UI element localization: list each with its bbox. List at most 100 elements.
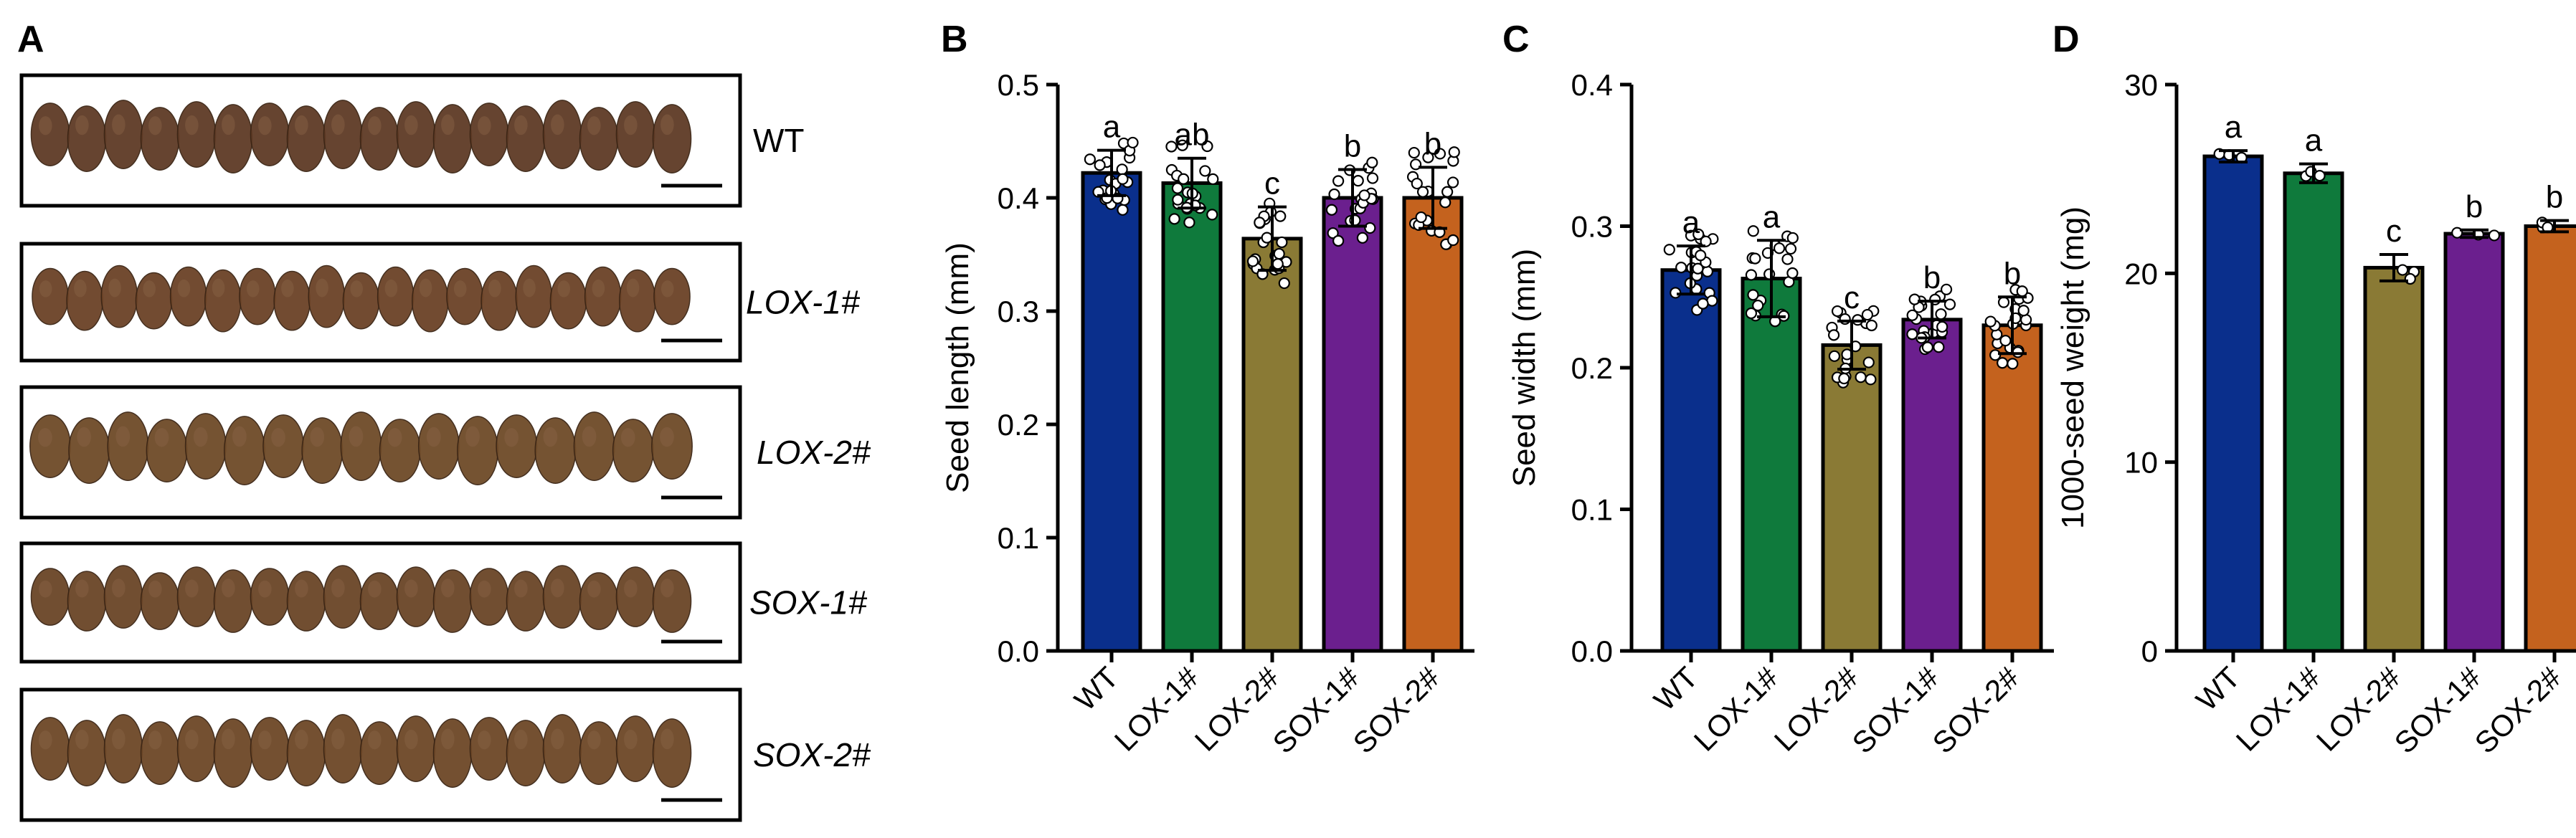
data-point	[1940, 283, 1953, 295]
data-point	[1325, 204, 1338, 216]
data-point	[1084, 153, 1096, 166]
seed-highlight	[38, 428, 52, 447]
seed	[30, 103, 70, 166]
significance-letter: c	[1264, 166, 1280, 201]
seed	[432, 104, 473, 173]
bar-LOX-1#	[1741, 277, 1802, 653]
seed-highlight	[281, 279, 294, 297]
seed	[342, 272, 380, 330]
seed-highlight	[404, 115, 418, 135]
seed	[103, 565, 143, 629]
data-point	[2404, 272, 2416, 285]
data-point	[1784, 242, 1797, 255]
seed	[140, 107, 180, 171]
bar-SOX-2#	[1981, 323, 2043, 653]
data-point	[1246, 255, 1259, 267]
data-point	[1207, 173, 1219, 186]
seed	[68, 417, 110, 484]
seed	[396, 715, 436, 782]
seed-highlight	[185, 729, 199, 750]
data-point	[1261, 232, 1273, 244]
seed-highlight	[404, 729, 418, 750]
data-point	[1908, 293, 1921, 305]
data-point	[1828, 350, 1841, 362]
data-point	[1441, 186, 1454, 198]
significance-letter: a	[1682, 205, 1700, 240]
seed-highlight	[660, 427, 674, 447]
seed-highlight	[368, 116, 382, 135]
seed	[457, 416, 498, 485]
seed	[250, 717, 290, 781]
seed-highlight	[148, 116, 162, 135]
seed-highlight	[478, 580, 491, 598]
data-point	[2007, 358, 2019, 370]
x-tick-label: LOX-1#	[2230, 660, 2327, 758]
seed-highlight	[75, 579, 89, 598]
data-point	[1695, 249, 1707, 262]
data-point	[1206, 209, 1218, 221]
seed-highlight	[232, 426, 247, 447]
data-point	[1921, 341, 1933, 353]
data-point	[1328, 188, 1340, 201]
data-point	[1839, 313, 1851, 325]
seed	[432, 569, 473, 633]
seed	[107, 411, 149, 481]
data-point	[1446, 176, 1459, 189]
seed-highlight	[271, 428, 285, 447]
data-point	[1364, 222, 1376, 234]
seed-highlight	[384, 279, 398, 297]
x-tick-label: SOX-1#	[2387, 660, 2487, 760]
seed-highlight	[441, 728, 455, 750]
seed-row-0: WT	[19, 73, 805, 208]
seed-highlight	[177, 279, 191, 297]
data-point	[1356, 232, 1369, 244]
seed-highlight	[587, 116, 601, 135]
panel-a-seed-images: WT LOX-1# LOX-2# SOX-1# SOX-2#	[19, 73, 871, 822]
data-point	[1865, 319, 1877, 332]
data-point	[1773, 242, 1786, 254]
y-tick-label: 0.3	[998, 295, 1039, 328]
seed-highlight	[587, 730, 601, 750]
y-tick-label: 0.0	[998, 634, 1039, 668]
seed	[469, 103, 509, 166]
seed-highlight	[626, 278, 640, 297]
data-point	[1332, 234, 1345, 247]
data-point	[1700, 235, 1712, 247]
seed-highlight	[624, 115, 638, 135]
seed-highlight	[660, 280, 674, 297]
seed-highlight	[246, 280, 260, 297]
data-point	[1786, 267, 1799, 280]
seed-highlight	[368, 730, 382, 750]
seed	[579, 107, 619, 171]
data-point	[1906, 328, 1918, 341]
seed	[286, 720, 326, 786]
seed-highlight	[39, 116, 52, 135]
seed	[323, 565, 363, 629]
seed	[340, 411, 382, 481]
data-point	[1692, 228, 1705, 240]
data-point	[1697, 297, 1709, 310]
y-tick-label: 0	[2141, 634, 2158, 668]
seed	[396, 566, 436, 627]
x-tick-label: SOX-1#	[1845, 660, 1945, 760]
data-point	[1831, 305, 1844, 318]
data-point	[1675, 262, 1687, 274]
data-point	[1838, 372, 1850, 385]
seed	[224, 416, 265, 485]
panel-letter: D	[2052, 19, 2080, 60]
data-point	[1933, 341, 1945, 353]
seed	[250, 568, 290, 626]
seed	[30, 717, 70, 781]
panel-b-seed-length-chart: B 0.0 0.1 0.2 0.3 0.4 0.5 Seed length (mm) a WT ab…	[940, 19, 1474, 760]
seed-highlight	[39, 730, 52, 750]
panel-d-seed-weight-chart: D 0 10 20 30 1000-seed weight (mg) a WT a LOX-1# c…	[2052, 19, 2576, 760]
seed-row-1: LOX-1#	[19, 242, 861, 363]
data-point	[1692, 262, 1704, 275]
seed	[273, 270, 311, 331]
data-point	[1276, 236, 1288, 249]
seed-highlight	[350, 280, 364, 297]
data-point	[1855, 371, 1867, 384]
seed-row-label: LOX-2#	[757, 434, 871, 471]
seed	[359, 107, 399, 171]
seed	[140, 572, 180, 630]
